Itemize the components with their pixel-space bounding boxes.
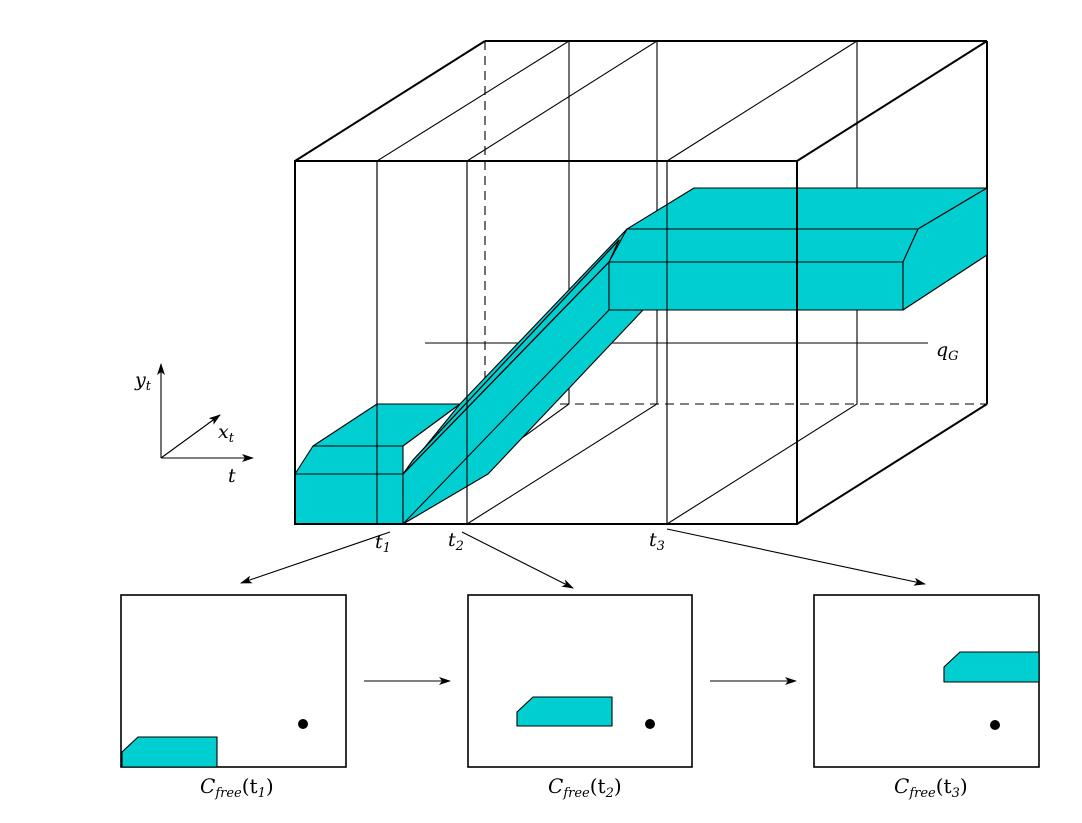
- panel-3-caption: Cfree(t3): [894, 774, 968, 801]
- axis-triad: [157, 363, 254, 462]
- goal-dot: [645, 719, 655, 729]
- y-axis-label: yt: [134, 369, 152, 394]
- time-label-t3: t3: [649, 529, 665, 554]
- panel-2: [467, 594, 693, 768]
- panel-3: [813, 594, 1040, 768]
- obstacle-volume: [294, 187, 988, 525]
- goal-dot: [990, 720, 1000, 730]
- time-slice-front-lines: [376, 161, 668, 524]
- panel-1-caption: Cfree(t1): [200, 774, 274, 801]
- panel-1: [120, 594, 347, 768]
- t-axis-label: t: [228, 465, 236, 487]
- goal-dot: [298, 719, 308, 729]
- obstacle-edges: [402, 239, 620, 525]
- time-label-t1: t1: [375, 531, 391, 556]
- cube-front-frame: [294, 40, 988, 525]
- slice-to-panel-arrows: [240, 528, 926, 589]
- panel-2-caption: Cfree(t2): [548, 774, 622, 801]
- x-axis-label: xt: [218, 421, 235, 446]
- time-label-t2: t2: [448, 529, 464, 554]
- goal-label: qG: [936, 339, 959, 364]
